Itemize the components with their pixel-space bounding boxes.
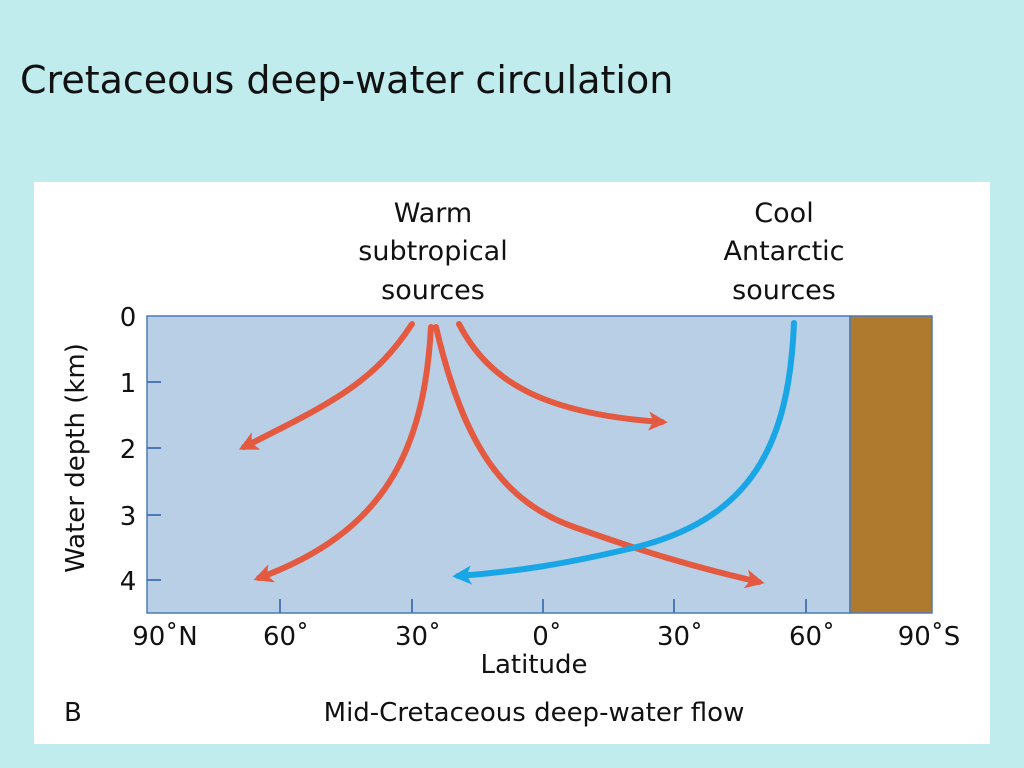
x-axis-tick-labels: 90˚N 60˚ 30˚ 0˚ 30˚ 60˚ 90˚S [132,622,960,652]
y-tick-4: 4 [120,567,137,597]
warm-label-line-2: subtropical [358,236,507,267]
y-axis-ticks [147,381,161,581]
x-axis-ticks [279,599,807,613]
warm-flow-arrows [238,321,765,589]
slide-title: Cretaceous deep-water circulation [20,58,674,102]
cool-label-line-3: sources [732,275,836,306]
y-axis-tick-labels: 0 1 2 3 4 [120,303,137,597]
warm-flow-arrow-deep-south [433,324,765,589]
figure-caption: Mid-Cretaceous deep-water flow [324,698,745,728]
circulation-diagram: Warm subtropical sources Cool Antarctic … [61,198,960,728]
cool-sources-label: Cool Antarctic sources [724,198,845,306]
cool-label-line-1: Cool [754,198,813,229]
y-axis-label: Water depth (km) [61,343,91,573]
warm-flow-arrow-deep-north [253,324,434,583]
x-tick-30s: 30˚ [657,622,703,652]
warm-label-line-3: sources [381,275,485,306]
cool-flow-arrow [452,320,797,585]
warm-sources-label: Warm subtropical sources [358,198,507,306]
x-tick-60s: 60˚ [789,622,835,652]
warm-flow-arrow-shallow-south [456,321,668,431]
y-tick-0: 0 [120,303,137,333]
y-tick-3: 3 [120,502,137,532]
y-tick-2: 2 [120,435,137,465]
warm-flow-arrow-shallow-north [238,321,415,450]
cool-label-line-2: Antarctic [724,236,845,267]
x-tick-0: 0˚ [532,622,562,652]
figure-panel: Warm subtropical sources Cool Antarctic … [34,182,990,744]
y-tick-1: 1 [120,369,137,399]
x-tick-90n: 90˚N [132,622,198,652]
x-tick-30n: 30˚ [395,622,441,652]
panel-letter: B [64,698,82,728]
antarctic-continent [849,315,933,614]
x-tick-60n: 60˚ [263,622,309,652]
ocean-area [146,315,851,614]
x-axis-label: Latitude [480,650,587,680]
warm-label-line-1: Warm [394,198,472,229]
x-tick-90s: 90˚S [898,622,961,652]
